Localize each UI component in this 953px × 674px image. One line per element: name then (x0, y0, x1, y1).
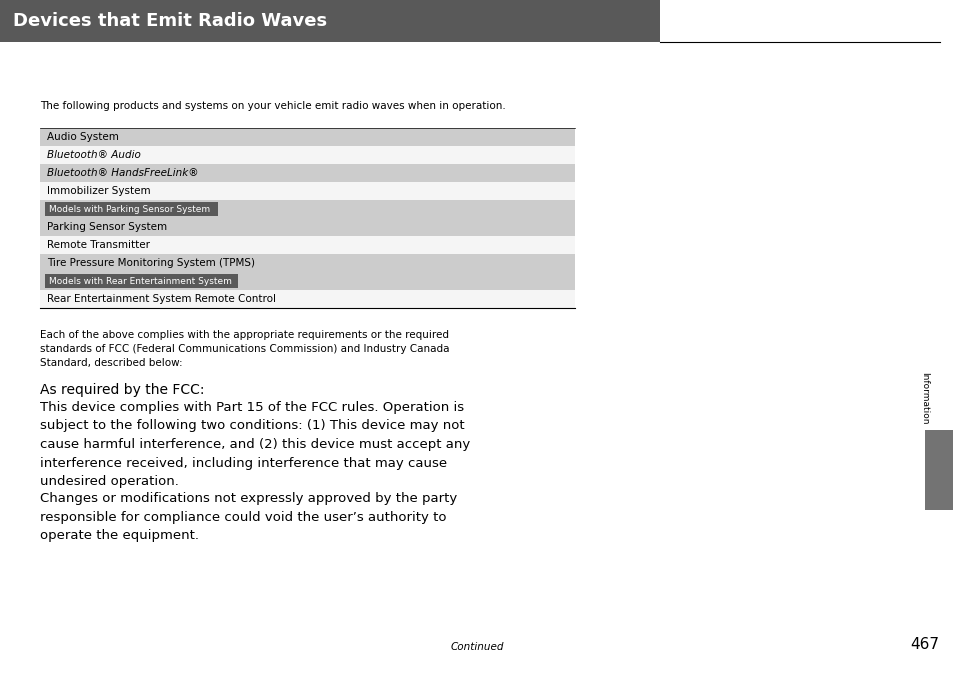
Text: As required by the FCC:: As required by the FCC: (40, 383, 204, 397)
Text: Tire Pressure Monitoring System (TPMS): Tire Pressure Monitoring System (TPMS) (47, 258, 254, 268)
Text: Information: Information (919, 373, 928, 425)
Text: 467: 467 (909, 637, 938, 652)
FancyBboxPatch shape (40, 290, 575, 308)
FancyBboxPatch shape (40, 182, 575, 200)
Text: Parking Sensor System: Parking Sensor System (47, 222, 167, 232)
Text: Audio System: Audio System (47, 132, 119, 142)
FancyBboxPatch shape (40, 164, 575, 182)
FancyBboxPatch shape (40, 254, 575, 272)
Text: Models with Parking Sensor System: Models with Parking Sensor System (49, 204, 210, 214)
Text: Bluetooth® HandsFreeLink®: Bluetooth® HandsFreeLink® (47, 168, 198, 178)
Text: Each of the above complies with the appropriate requirements or the required
sta: Each of the above complies with the appr… (40, 330, 449, 368)
Text: Rear Entertainment System Remote Control: Rear Entertainment System Remote Control (47, 294, 275, 304)
Text: Devices that Emit Radio Waves: Devices that Emit Radio Waves (13, 12, 327, 30)
Text: Immobilizer System: Immobilizer System (47, 186, 151, 196)
Text: Changes or modifications not expressly approved by the party
responsible for com: Changes or modifications not expressly a… (40, 492, 456, 542)
FancyBboxPatch shape (40, 146, 575, 164)
Text: The following products and systems on your vehicle emit radio waves when in oper: The following products and systems on yo… (40, 101, 505, 111)
Text: Models with Rear Entertainment System: Models with Rear Entertainment System (49, 276, 232, 286)
FancyBboxPatch shape (40, 128, 575, 146)
FancyBboxPatch shape (45, 202, 218, 216)
FancyBboxPatch shape (45, 274, 237, 288)
FancyBboxPatch shape (40, 272, 575, 290)
FancyBboxPatch shape (924, 430, 952, 510)
Text: This device complies with Part 15 of the FCC rules. Operation is
subject to the : This device complies with Part 15 of the… (40, 401, 470, 488)
Text: Continued: Continued (450, 642, 503, 652)
FancyBboxPatch shape (0, 0, 659, 42)
FancyBboxPatch shape (40, 236, 575, 254)
Text: Bluetooth® Audio: Bluetooth® Audio (47, 150, 141, 160)
Text: Remote Transmitter: Remote Transmitter (47, 240, 150, 250)
FancyBboxPatch shape (40, 218, 575, 236)
FancyBboxPatch shape (40, 200, 575, 218)
